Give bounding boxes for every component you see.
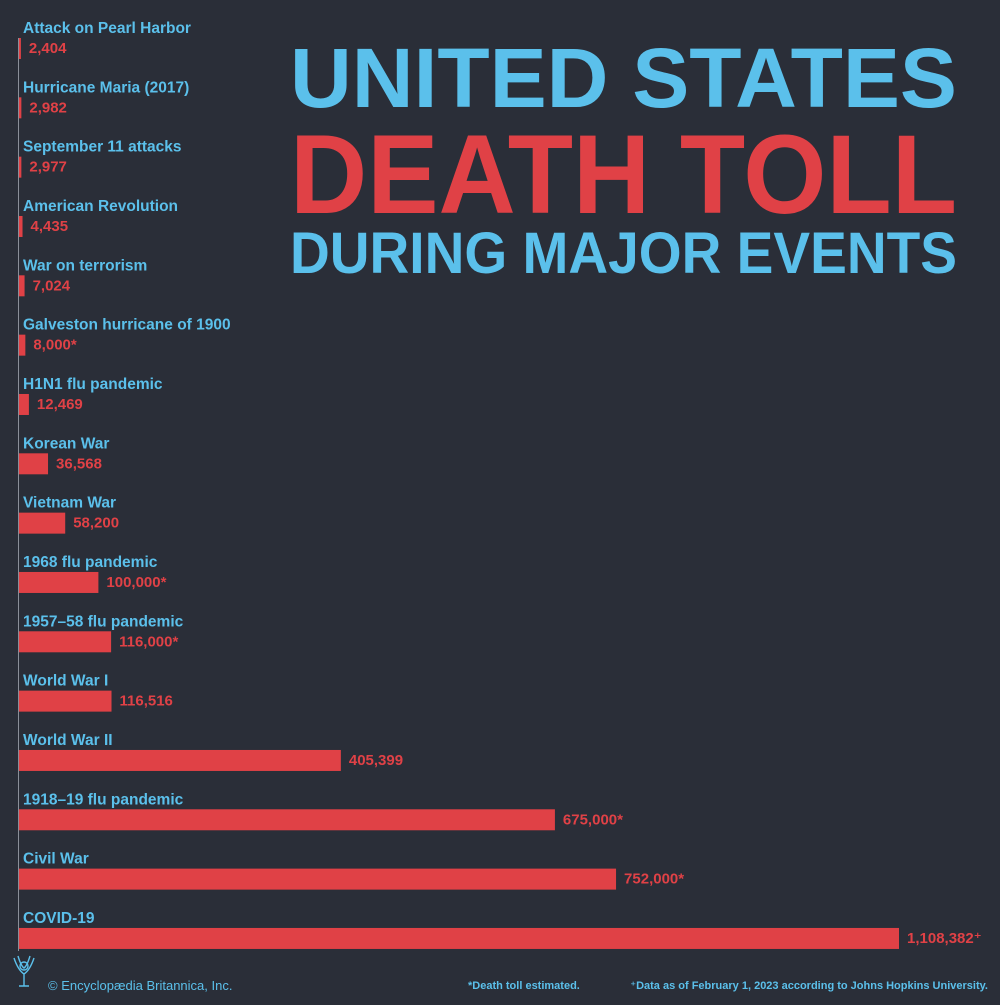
bar — [19, 690, 112, 712]
value-label: 116,516 — [120, 693, 173, 710]
bar — [19, 809, 555, 831]
footnote: *Death toll estimated. — [468, 980, 580, 992]
bar — [19, 38, 21, 59]
category-label: 1918–19 flu pandemic — [23, 791, 184, 808]
value-label: 2,982 — [29, 99, 67, 116]
bar — [19, 215, 23, 237]
value-label: 36,568 — [56, 455, 102, 472]
footnote: ⁺Data as of February 1, 2023 according t… — [630, 980, 988, 992]
value-label: 752,000* — [624, 871, 684, 888]
chart-title: UNITED STATES — [290, 31, 957, 125]
bar — [19, 156, 22, 178]
value-label: 100,000* — [106, 574, 166, 591]
bar — [19, 393, 29, 415]
logo — [13, 955, 35, 987]
chart-title: DURING MAJOR EVENTS — [290, 221, 957, 286]
bar — [19, 927, 899, 949]
category-label: War on terrorism — [23, 257, 147, 274]
bar — [19, 512, 66, 534]
category-label: H1N1 flu pandemic — [23, 376, 163, 393]
value-label: 12,469 — [37, 396, 83, 413]
bar — [19, 749, 341, 771]
value-label: 116,000* — [119, 633, 178, 650]
category-label: September 11 attacks — [23, 139, 182, 156]
bar — [19, 275, 25, 297]
chart-title: DEATH TOLL — [290, 112, 957, 237]
category-label: 1968 flu pandemic — [23, 554, 158, 571]
bar — [19, 453, 49, 475]
value-label: 2,404 — [29, 40, 67, 57]
category-label: 1957–58 flu pandemic — [23, 613, 184, 630]
bar — [19, 868, 617, 890]
value-label: 2,977 — [29, 159, 67, 176]
bar — [19, 334, 26, 356]
value-label: 405,399 — [349, 752, 403, 769]
category-label: Korean War — [23, 435, 109, 452]
value-label: 8,000* — [33, 337, 77, 354]
category-label: Galveston hurricane of 1900 — [23, 317, 231, 334]
bar — [19, 631, 112, 653]
category-label: Attack on Pearl Harbor — [23, 20, 191, 37]
category-label: World War II — [23, 732, 113, 749]
value-label: 675,000* — [563, 811, 623, 828]
value-label: 1,108,382⁺ — [907, 930, 982, 947]
value-label: 7,024 — [33, 277, 71, 294]
category-label: Hurricane Maria (2017) — [23, 79, 189, 96]
bar — [19, 97, 22, 119]
category-label: World War I — [23, 673, 108, 690]
category-label: American Revolution — [23, 198, 178, 215]
category-label: COVID-19 — [23, 910, 95, 927]
bar — [19, 571, 99, 593]
value-label: 58,200 — [73, 515, 119, 532]
category-label: Vietnam War — [23, 495, 116, 512]
value-label: 4,435 — [31, 218, 69, 235]
category-label: Civil War — [23, 851, 89, 868]
credit: © Encyclopædia Britannica, Inc. — [48, 978, 232, 993]
